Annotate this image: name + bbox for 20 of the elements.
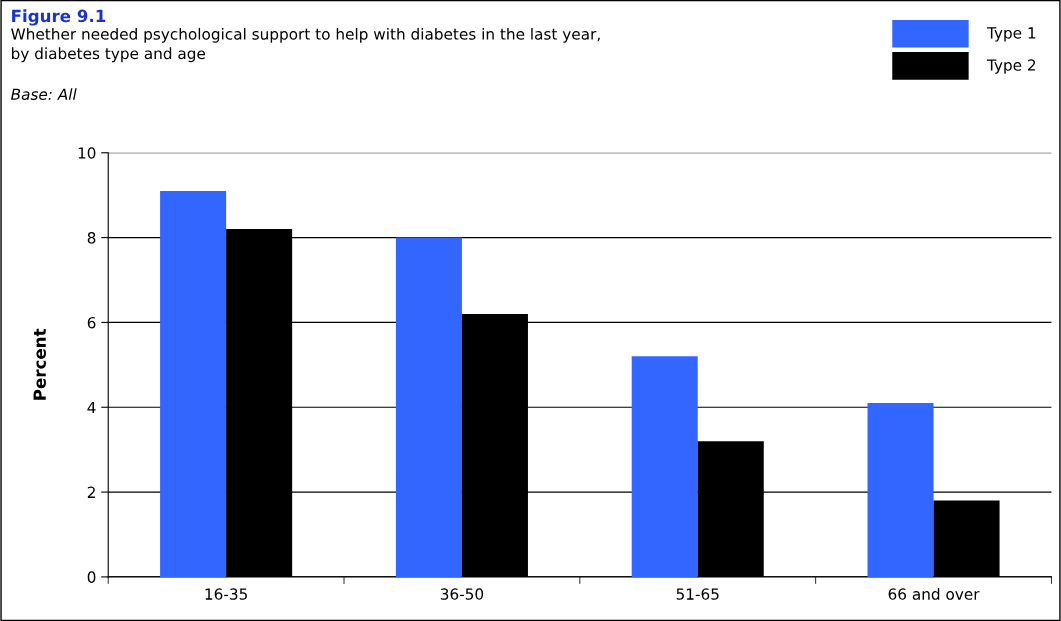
chart-subtitle: Whether needed psychological support to help with diabetes in the last year, by diabetes type and age (11, 27, 600, 63)
y-tick-label: 2 (87, 486, 95, 498)
y-tick-label: 10 (78, 147, 96, 159)
x-tick-label: 66 and over (888, 588, 980, 600)
bar (395, 237, 462, 577)
legend-label: Type 2 (986, 59, 1036, 74)
chart-title: Figure 9.1 (12, 9, 106, 26)
text: Base: All (11, 88, 77, 101)
bar (631, 356, 698, 577)
y-axis-title: Percent (33, 328, 46, 400)
y-tick-label: 4 (87, 401, 96, 414)
legend-label: Type 1 (986, 27, 1036, 42)
x-tick-label: 51-65 (676, 588, 719, 600)
bar (160, 190, 227, 577)
x-tick-label: 36-50 (440, 588, 484, 600)
y-tick-label: 6 (87, 316, 96, 329)
bar (867, 403, 934, 577)
y-tick-label: 8 (87, 232, 96, 244)
x-tick-label: 16-35 (205, 588, 247, 600)
y-tick-label: 0 (87, 571, 96, 583)
